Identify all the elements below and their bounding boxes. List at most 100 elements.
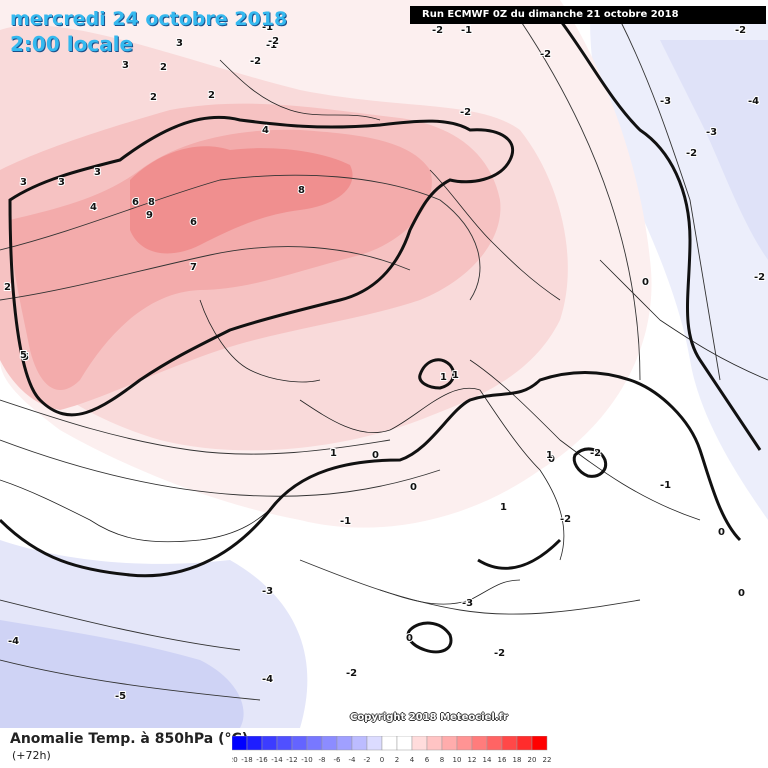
contour-value-label: 1 (330, 448, 337, 459)
legend-tick-label: 14 (483, 756, 492, 764)
legend-tick-label: -2 (364, 756, 371, 764)
legend-tick-label: 10 (453, 756, 462, 764)
contour-value-label: -2 (560, 514, 571, 525)
contour-value-label: -2 (590, 448, 601, 459)
legend-swatch (456, 736, 473, 751)
color-scale-legend: -20-18-16-14-12-10-8-6-4-202468101214161… (232, 736, 552, 764)
legend-swatch (261, 736, 278, 751)
contour-value-label: 1 (452, 370, 459, 381)
major-contours (0, 19, 762, 654)
legend-swatch (441, 736, 458, 751)
legend-swatch (426, 736, 443, 751)
contour-value-label: 2 (150, 92, 157, 103)
contour-value-label: 3 (20, 177, 27, 188)
contour-value-label: 0 (642, 277, 649, 288)
contour-value-label: -1 (461, 25, 472, 36)
legend-tick-label: 22 (543, 756, 552, 764)
contour-value-label: -1 (340, 516, 351, 527)
legend-swatch (501, 736, 518, 751)
contour-value-label: 2 (160, 62, 167, 73)
legend-swatch (246, 736, 263, 751)
legend-swatch (276, 736, 293, 751)
contour-value-label: 2 (4, 282, 11, 293)
legend-tick-label: 0 (380, 756, 384, 764)
contour-value-label: 8 (148, 197, 155, 208)
contour-value-label: 0 (410, 482, 417, 493)
legend-tick-label: 18 (513, 756, 522, 764)
legend-tick-label: 8 (440, 756, 444, 764)
legend-tick-label: 2 (395, 756, 399, 764)
contour-value-label: 6 (132, 197, 139, 208)
contour-value-label: -4 (8, 636, 19, 647)
legend-tick-label: -6 (334, 756, 342, 764)
contour-value-label: 8 (298, 185, 305, 196)
warm-anomaly-8 (130, 146, 353, 254)
legend-tick-label: -4 (349, 756, 357, 764)
lead-time: (+72h) (12, 749, 51, 762)
contour-value-label: 1 (546, 450, 553, 461)
contour-value-label: -3 (262, 586, 273, 597)
legend-tick-label: 6 (425, 756, 430, 764)
isolines (0, 19, 721, 701)
coastlines (0, 59, 768, 605)
contour-value-label: 0 (718, 527, 725, 538)
contour-value-label: 1 (500, 502, 507, 513)
contour-value-label: 7 (190, 262, 197, 273)
legend-swatch (306, 736, 323, 751)
copyright-notice: Copyright 2018 Meteociel.fr (350, 712, 508, 723)
contour-value-label: -1 (660, 480, 671, 491)
contour-value-label: 3 (94, 167, 101, 178)
contour-value-label: -3 (462, 598, 473, 609)
legend-swatch (531, 736, 548, 751)
contour-value-label: -3 (706, 127, 717, 138)
contour-value-label: 0 (372, 450, 379, 461)
contour-value-label: 3 (176, 38, 183, 49)
contour-value-label: 5 (20, 350, 27, 361)
legend-swatch (321, 736, 338, 751)
legend-swatch (411, 736, 428, 751)
legend-tick-label: -18 (241, 756, 252, 764)
legend-tick-label: -8 (319, 756, 326, 764)
contour-value-label: 2 (208, 90, 215, 101)
legend-swatch (232, 736, 248, 751)
cold-anomaly-south-west-core (0, 620, 244, 728)
contour-value-label: -5 (115, 691, 126, 702)
contour-value-label: 9 (146, 210, 153, 221)
contour-value-label: 0 (738, 588, 745, 599)
legend-swatch (381, 736, 398, 751)
contour-value-label: -3 (660, 96, 671, 107)
contour-value-label: -2 (735, 25, 746, 36)
contour-value-label: -4 (748, 96, 759, 107)
contour-value-label: 0 (406, 633, 413, 644)
contour-value-label: 4 (90, 202, 97, 213)
contour-value-label: -2 (540, 49, 551, 60)
legend-tick-label: -16 (256, 756, 268, 764)
legend-swatch (516, 736, 533, 751)
legend-tick-label: -10 (301, 756, 312, 764)
contour-value-label: -2 (460, 107, 471, 118)
legend-tick-label: 12 (468, 756, 477, 764)
contour-value-label: 4 (262, 125, 269, 136)
forecast-local-time: 2:00 locale (10, 32, 134, 56)
contour-value-label: -2 (250, 56, 261, 67)
contour-value-label: -2 (268, 36, 279, 47)
contour-value-label: -2 (560, 514, 571, 525)
legend-tick-label: -20 (232, 756, 238, 764)
contour-value-label: -2 (346, 668, 357, 679)
contour-value-label: -2 (686, 148, 697, 159)
contour-value-label: 3 (58, 177, 65, 188)
contour-value-label: 5 (22, 352, 29, 363)
legend-tick-label: 4 (410, 756, 415, 764)
legend-tick-label: -12 (286, 756, 297, 764)
legend-swatch (396, 736, 413, 751)
contour-value-label: 6 (190, 217, 197, 228)
model-run-banner: Run ECMWF 0Z du dimanche 21 octobre 2018 (410, 6, 766, 24)
parameter-title: Anomalie Temp. à 850hPa (°C) (10, 731, 249, 747)
contour-value-label: -2 (432, 25, 443, 36)
legend-swatch (366, 736, 383, 751)
contour-value-label: 3 (122, 60, 129, 71)
forecast-date: mercredi 24 octobre 2018 (10, 8, 288, 30)
